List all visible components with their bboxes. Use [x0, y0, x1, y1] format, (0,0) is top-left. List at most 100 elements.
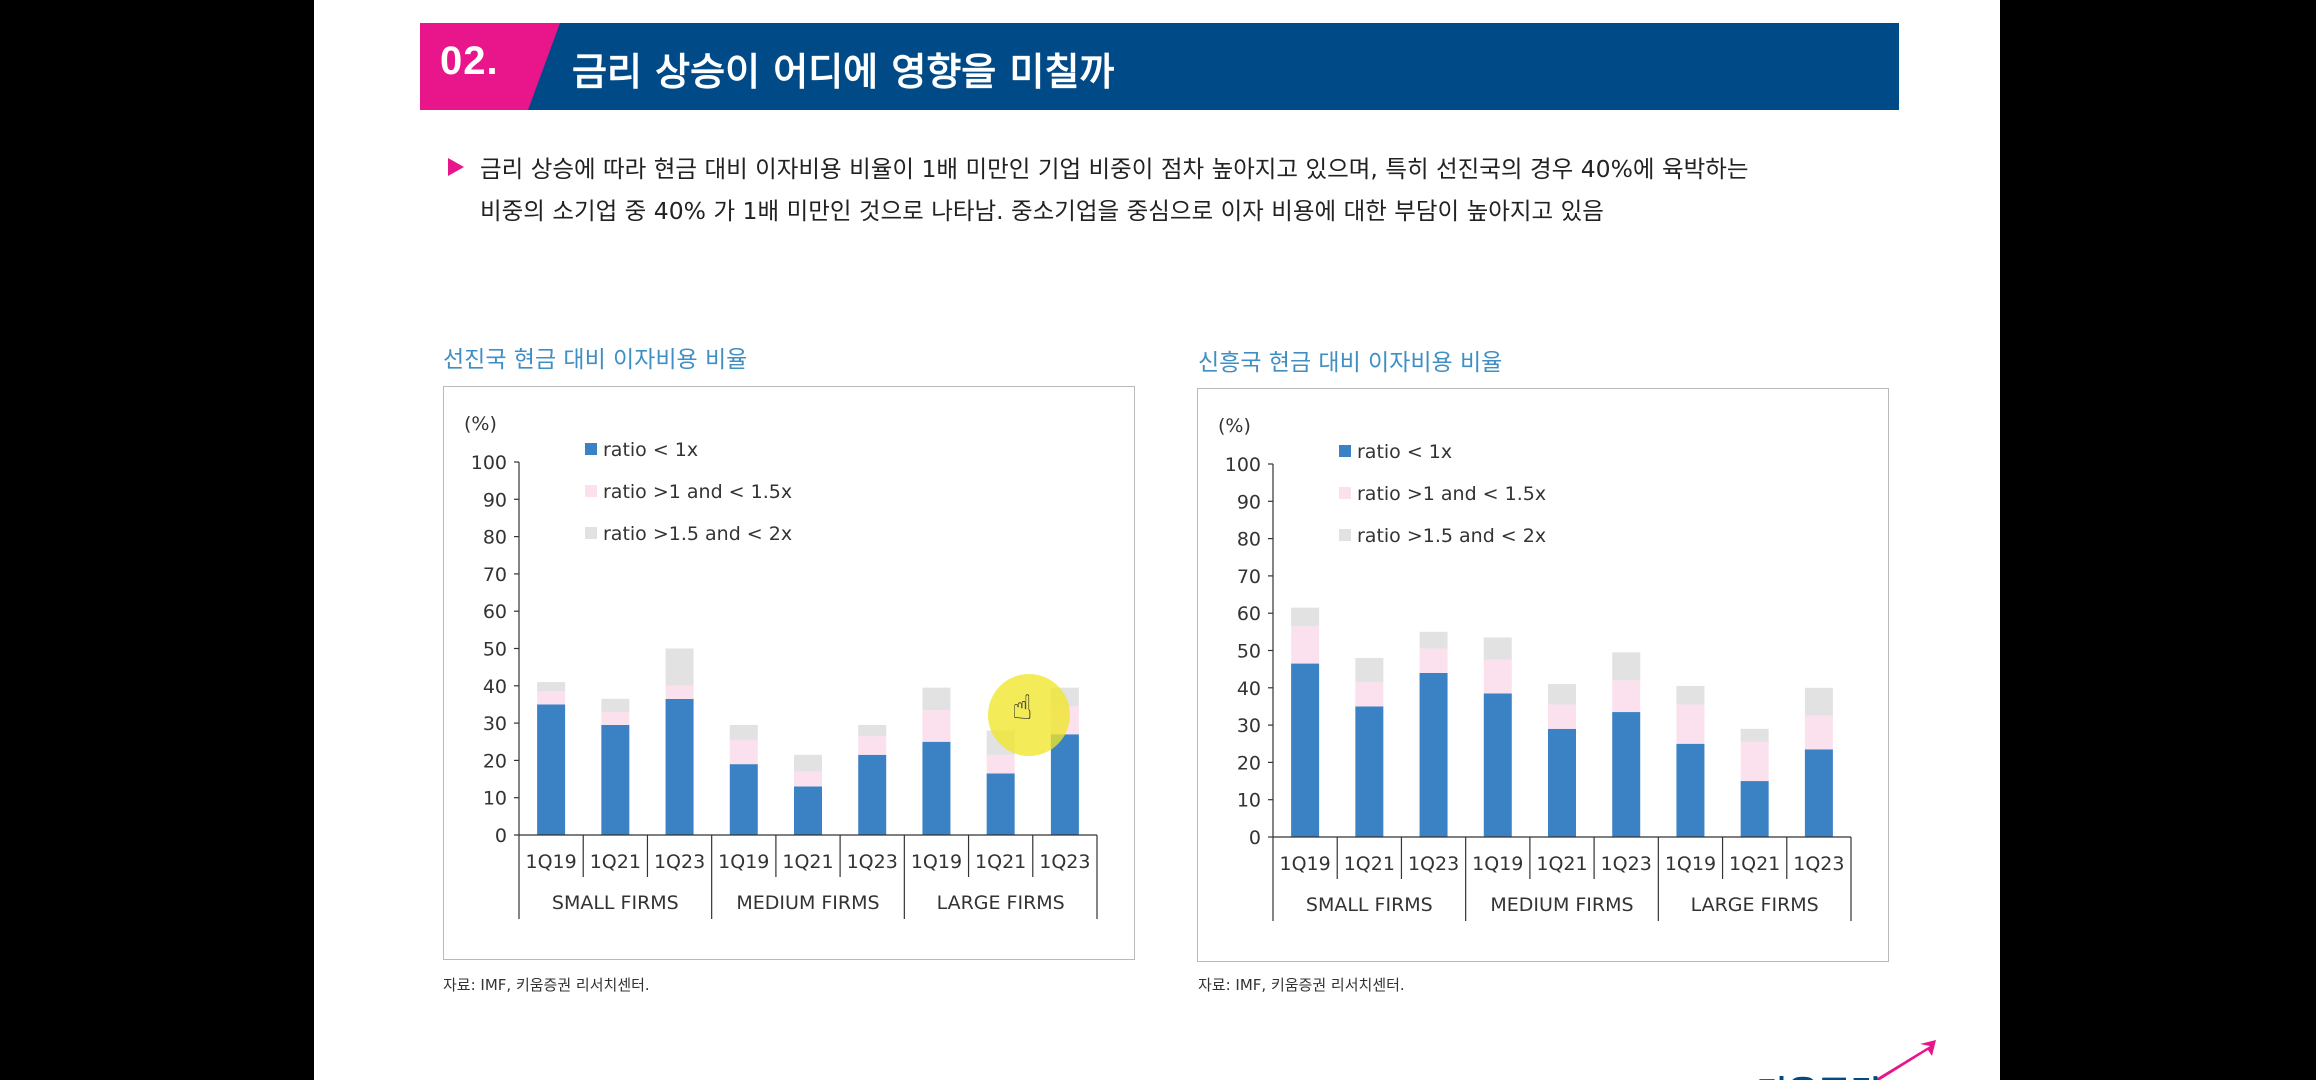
y-tick-label: 80 — [1237, 529, 1261, 551]
y-tick-label: 60 — [1237, 603, 1261, 625]
logo-arrow-icon — [1874, 1040, 1936, 1080]
x-group-label: SMALL FIRMS — [1306, 894, 1433, 916]
kiwoom-logo: 키움증권 — [1734, 1040, 1954, 1080]
bar-segment-adv-s0-4 — [794, 786, 822, 835]
bar-segment-adv-s0-2 — [665, 698, 694, 835]
y-tick-label: 100 — [471, 452, 507, 474]
y-tick-label: 30 — [1237, 715, 1261, 737]
bar-segment-em-s0-3 — [1483, 693, 1512, 837]
bullet-line-1: 금리 상승에 따라 현금 대비 이자비용 비율이 1배 미만인 기업 비중이 점… — [480, 155, 1749, 183]
x-tick-label: 1Q19 — [911, 851, 962, 873]
bar-segment-adv-s1-1 — [601, 711, 630, 725]
legend-swatch-0 — [585, 443, 597, 455]
bar-segment-adv-s1-7 — [986, 754, 1015, 774]
chart-title-emerging: 신흥국 현금 대비 이자비용 비율 — [1198, 350, 1503, 376]
hand-pointer-icon: ☝ — [1012, 688, 1033, 728]
y-tick-label: 40 — [1237, 678, 1261, 700]
y-tick-label: 70 — [1237, 566, 1261, 588]
bar-segment-adv-s0-6 — [922, 741, 951, 835]
y-tick-label: 40 — [483, 676, 507, 698]
bar-segment-adv-s1-3 — [729, 739, 758, 765]
legend-swatch-1 — [1339, 487, 1351, 499]
bar-segment-adv-s2-3 — [729, 724, 758, 740]
x-group-label: SMALL FIRMS — [552, 892, 679, 914]
source-advanced: 자료: IMF, 키움증권 리서치센터. — [443, 976, 650, 994]
y-tick-label: 90 — [483, 489, 507, 511]
bar-segment-em-s2-2 — [1419, 631, 1448, 649]
bullet-triangle-icon — [448, 158, 464, 176]
y-tick-label: 100 — [1225, 454, 1261, 476]
x-group-label: MEDIUM FIRMS — [1490, 894, 1633, 916]
title-bar: 02. 금리 상승이 어디에 영향을 미칠까 — [420, 23, 1899, 110]
source-emerging: 자료: IMF, 키움증권 리서치센터. — [1198, 976, 1405, 994]
x-tick-label: 1Q19 — [1665, 853, 1716, 875]
x-tick-label: 1Q21 — [1729, 853, 1780, 875]
y-tick-label: 90 — [1237, 491, 1261, 513]
bar-segment-em-s0-6 — [1676, 743, 1705, 837]
bar-segment-em-s2-1 — [1355, 657, 1384, 683]
bar-segment-em-s1-5 — [1612, 680, 1641, 713]
x-tick-label: 1Q19 — [525, 851, 576, 873]
bar-segment-adv-s1-2 — [665, 685, 694, 699]
bar-segment-adv-s2-6 — [922, 687, 951, 711]
legend-swatch-2 — [1339, 529, 1351, 541]
bar-segment-em-s1-8 — [1804, 715, 1833, 750]
x-tick-label: 1Q21 — [782, 851, 833, 873]
legend-label-2: ratio >1.5 and < 2x — [1357, 525, 1546, 547]
x-tick-label: 1Q23 — [1601, 853, 1652, 875]
x-tick-label: 1Q23 — [1039, 851, 1090, 873]
chart-box-emerging: (%) 0 10 20 30 40 50 60 70 80 90 100 1Q19 1Q21 1Q23 1Q1… — [1197, 388, 1889, 962]
legend-label-2: ratio >1.5 and < 2x — [603, 523, 792, 545]
bullet-text: 금리 상승에 따라 현금 대비 이자비용 비율이 1배 미만인 기업 비중이 점… — [480, 148, 1910, 232]
bar-segment-em-s1-6 — [1676, 704, 1705, 744]
y-tick-label: 80 — [483, 527, 507, 549]
bar-segment-adv-s0-0 — [537, 704, 566, 835]
bar-segment-adv-s2-4 — [794, 754, 822, 772]
bar-segment-em-s1-7 — [1740, 741, 1769, 782]
bar-segment-em-s2-6 — [1676, 685, 1705, 705]
bar-segment-em-s1-2 — [1419, 648, 1448, 673]
y-axis-unit: (%) — [464, 413, 497, 435]
bar-segment-adv-s2-2 — [665, 648, 694, 686]
chart-box-advanced: (%) 0 10 20 30 40 50 60 70 80 90 100 1Q19 1Q21 1Q23 1Q1… — [443, 386, 1135, 960]
bar-segment-adv-s1-0 — [537, 691, 566, 705]
bar-segment-em-s0-2 — [1419, 672, 1448, 837]
chart-emerging: (%) 0 10 20 30 40 50 60 70 80 90 100 1Q19 1Q21 1Q23 1Q1… — [1218, 415, 1852, 921]
x-tick-label: 1Q23 — [1408, 853, 1459, 875]
legend-label-1: ratio >1 and < 1.5x — [603, 481, 792, 503]
x-tick-label: 1Q19 — [1472, 853, 1523, 875]
bar-segment-adv-s1-5 — [858, 736, 887, 755]
x-tick-label: 1Q23 — [1793, 853, 1844, 875]
bar-segment-em-s1-3 — [1483, 659, 1512, 694]
y-tick-label: 10 — [483, 788, 507, 810]
bar-segment-em-s0-1 — [1355, 706, 1384, 837]
x-tick-label: 1Q23 — [847, 851, 898, 873]
x-tick-label: 1Q19 — [1279, 853, 1330, 875]
x-tick-label: 1Q21 — [1536, 853, 1587, 875]
bar-segment-em-s1-4 — [1548, 704, 1576, 729]
y-tick-label: 50 — [1237, 641, 1261, 663]
bar-segment-em-s0-5 — [1612, 712, 1641, 837]
x-tick-label: 1Q21 — [590, 851, 641, 873]
bar-segment-em-s1-1 — [1355, 682, 1384, 707]
bar-segment-em-s2-0 — [1291, 607, 1320, 627]
bar-segment-em-s2-7 — [1740, 728, 1769, 742]
bar-segment-adv-s2-0 — [537, 682, 566, 692]
bar-segment-em-s0-0 — [1291, 663, 1320, 837]
y-tick-label: 70 — [483, 564, 507, 586]
bar-segment-adv-s2-5 — [858, 724, 887, 737]
bullet-line-2: 비중의 소기업 중 40% 가 1배 미만인 것으로 나타남. 중소기업을 중심… — [480, 197, 1604, 225]
x-tick-label: 1Q21 — [975, 851, 1026, 873]
y-tick-label: 20 — [1237, 752, 1261, 774]
y-axis-unit: (%) — [1218, 415, 1251, 437]
x-group-label: LARGE FIRMS — [937, 892, 1065, 914]
legend-label-0: ratio < 1x — [603, 439, 698, 461]
bar-segment-em-s0-7 — [1740, 781, 1769, 837]
bar-segment-adv-s0-3 — [729, 764, 758, 835]
bar-segment-adv-s1-6 — [922, 710, 951, 742]
legend-swatch-0 — [1339, 445, 1351, 457]
bar-segment-adv-s0-5 — [858, 754, 887, 835]
slide: 02. 금리 상승이 어디에 영향을 미칠까 금리 상승에 따라 현금 대비 이… — [314, 0, 2000, 1080]
bar-segment-em-s2-5 — [1612, 652, 1641, 681]
legend-label-0: ratio < 1x — [1357, 441, 1452, 463]
